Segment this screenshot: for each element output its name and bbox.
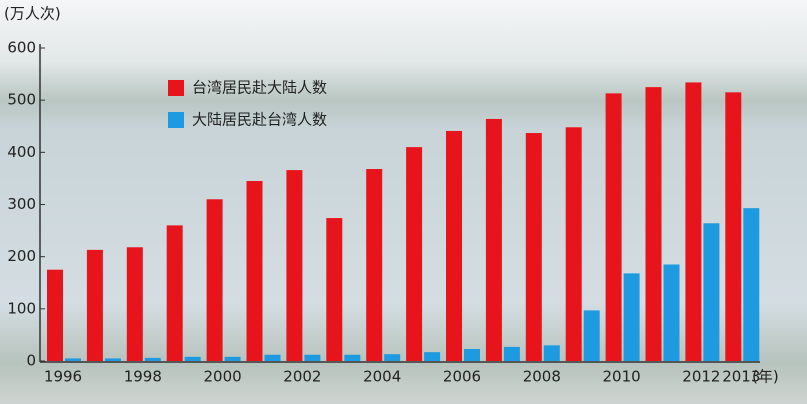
bar — [286, 170, 303, 361]
x-tick-label: 2000 — [204, 368, 242, 386]
bar — [663, 264, 680, 361]
bar — [104, 358, 121, 361]
bar — [86, 249, 103, 361]
bar — [144, 357, 161, 361]
x-tick-label: 1996 — [44, 368, 82, 386]
bar — [406, 147, 423, 361]
bar — [366, 169, 383, 361]
bar — [384, 354, 401, 361]
bar — [246, 181, 263, 361]
legend-label: 大陆居民赴台湾人数 — [192, 111, 327, 129]
x-tick-label: 2002 — [283, 368, 321, 386]
y-axis-label: (万人次) — [4, 5, 61, 23]
bar — [645, 87, 662, 361]
bar — [65, 358, 81, 361]
bar — [703, 223, 720, 361]
bar — [543, 345, 560, 361]
bar — [304, 354, 321, 361]
y-tick-label: 0 — [26, 352, 36, 370]
y-tick-label: 200 — [7, 247, 36, 265]
bar — [464, 349, 480, 361]
bar — [583, 310, 600, 361]
y-tick-label: 100 — [7, 299, 36, 317]
x-axis-unit: (年) — [752, 368, 779, 386]
y-tick-label: 300 — [7, 195, 36, 213]
bar — [264, 354, 281, 361]
bar — [525, 133, 542, 361]
bar — [206, 199, 223, 361]
bar — [485, 118, 502, 362]
x-tick-label: 2013 — [722, 368, 760, 386]
bar — [743, 208, 760, 361]
bar — [446, 130, 462, 361]
bar — [326, 218, 343, 361]
bar — [224, 356, 241, 361]
x-tick-label: 2004 — [363, 368, 401, 386]
x-tick-label: 2010 — [603, 368, 641, 386]
y-tick-label: 500 — [7, 91, 36, 109]
bar — [605, 93, 622, 361]
bar — [166, 225, 183, 361]
y-tick-label: 600 — [7, 39, 36, 57]
bar — [725, 92, 742, 361]
x-tick-label: 2008 — [523, 368, 561, 386]
legend-label: 台湾居民赴大陆人数 — [192, 79, 327, 97]
bar — [424, 352, 441, 361]
bar — [685, 82, 702, 362]
x-tick-label: 2012 — [682, 368, 720, 386]
x-tick-label: 1998 — [124, 368, 162, 386]
x-tick-label: 2006 — [443, 368, 481, 386]
legend-swatch — [168, 112, 184, 128]
bar — [47, 269, 63, 361]
bar — [565, 127, 582, 361]
y-tick-label: 400 — [7, 143, 36, 161]
bar — [184, 356, 201, 361]
legend-swatch — [168, 80, 184, 96]
bar — [503, 346, 520, 361]
bar — [623, 273, 640, 361]
bar — [126, 247, 143, 361]
bar — [344, 354, 361, 361]
